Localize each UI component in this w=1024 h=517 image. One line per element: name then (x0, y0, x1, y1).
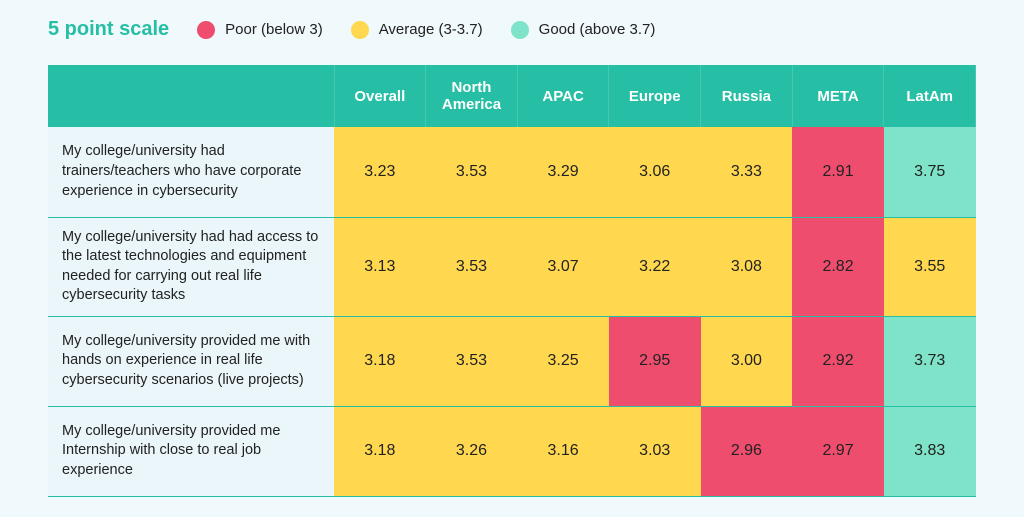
scale-title: 5 point scale (48, 18, 169, 41)
table-row: My college/university provided me with h… (48, 316, 976, 406)
col-header: Europe (609, 65, 701, 127)
row-description: My college/university provided me Intern… (48, 406, 334, 496)
value-cell: 3.08 (701, 217, 793, 316)
value-cell: 3.25 (517, 316, 609, 406)
value-cell: 2.96 (701, 406, 793, 496)
value-cell: 3.83 (884, 406, 976, 496)
legend-label: Poor (below 3) (225, 21, 323, 38)
value-cell: 2.82 (792, 217, 884, 316)
poor-dot-icon (197, 21, 215, 39)
value-cell: 2.91 (792, 127, 884, 217)
value-cell: 3.53 (426, 127, 518, 217)
row-description: My college/university had had access to … (48, 217, 334, 316)
value-cell: 3.29 (517, 127, 609, 217)
value-cell: 3.22 (609, 217, 701, 316)
value-cell: 3.06 (609, 127, 701, 217)
table-row: My college/university provided me Intern… (48, 406, 976, 496)
value-cell: 3.23 (334, 127, 426, 217)
value-cell: 3.07 (517, 217, 609, 316)
table-row: My college/university had had access to … (48, 217, 976, 316)
value-cell: 3.55 (884, 217, 976, 316)
col-header: APAC (517, 65, 609, 127)
value-cell: 3.18 (334, 406, 426, 496)
table-header-row: OverallNorth AmericaAPACEuropeRussiaMETA… (48, 65, 976, 127)
legend-label: Average (3-3.7) (379, 21, 483, 38)
value-cell: 2.95 (609, 316, 701, 406)
col-header: North America (426, 65, 518, 127)
average-dot-icon (351, 21, 369, 39)
col-header: Overall (334, 65, 426, 127)
col-header (48, 65, 334, 127)
legend-item-poor: Poor (below 3) (197, 21, 323, 39)
value-cell: 2.92 (792, 316, 884, 406)
legend-row: 5 point scale Poor (below 3) Average (3-3… (48, 18, 976, 41)
value-cell: 2.97 (792, 406, 884, 496)
col-header: Russia (701, 65, 793, 127)
row-description: My college/university provided me with h… (48, 316, 334, 406)
legend-item-average: Average (3-3.7) (351, 21, 483, 39)
legend-label: Good (above 3.7) (539, 21, 656, 38)
value-cell: 3.00 (701, 316, 793, 406)
row-description: My college/university had trainers/teach… (48, 127, 334, 217)
value-cell: 3.16 (517, 406, 609, 496)
value-cell: 3.18 (334, 316, 426, 406)
value-cell: 3.26 (426, 406, 518, 496)
value-cell: 3.13 (334, 217, 426, 316)
good-dot-icon (511, 21, 529, 39)
value-cell: 3.53 (426, 217, 518, 316)
col-header: META (792, 65, 884, 127)
value-cell: 3.53 (426, 316, 518, 406)
ratings-table: OverallNorth AmericaAPACEuropeRussiaMETA… (48, 65, 976, 497)
legend-item-good: Good (above 3.7) (511, 21, 656, 39)
value-cell: 3.75 (884, 127, 976, 217)
col-header: LatAm (884, 65, 976, 127)
value-cell: 3.73 (884, 316, 976, 406)
table-row: My college/university had trainers/teach… (48, 127, 976, 217)
table-body: My college/university had trainers/teach… (48, 127, 976, 496)
value-cell: 3.33 (701, 127, 793, 217)
value-cell: 3.03 (609, 406, 701, 496)
